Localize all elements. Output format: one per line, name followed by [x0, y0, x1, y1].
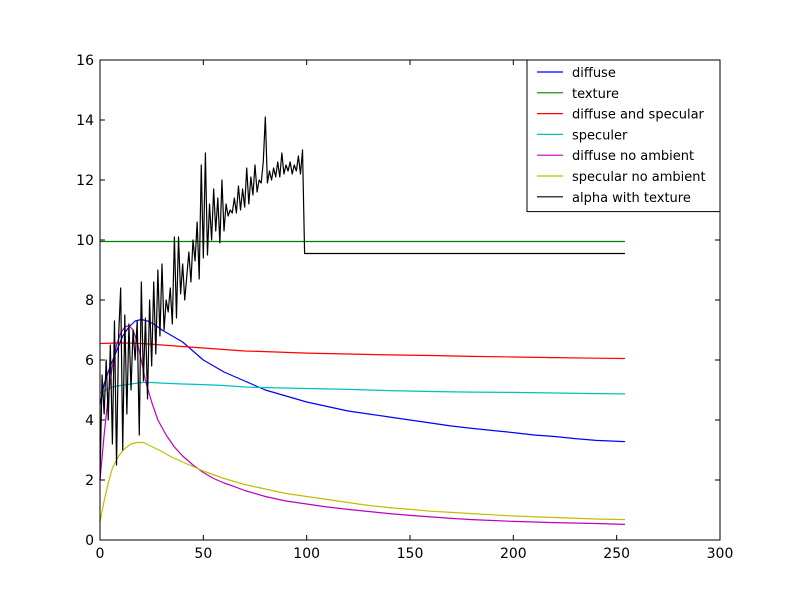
y-tick-label: 0: [85, 533, 94, 549]
legend-label: alpha with texture: [572, 191, 691, 206]
y-tick-label: 12: [76, 173, 94, 189]
x-tick-label: 150: [397, 546, 424, 562]
series-line-diffuse-no-ambient: [99, 324, 625, 525]
y-tick-label: 16: [76, 53, 94, 69]
legend: diffuse texture diffuse and specular specul…: [526, 59, 721, 213]
series-line-diffuse: [99, 318, 625, 443]
x-tick-label: 250: [603, 546, 630, 562]
y-tick-label: 10: [76, 233, 94, 249]
x-tick-label: 300: [707, 546, 734, 562]
series-line-specular-no-ambient: [99, 441, 625, 523]
y-tick-label: 2: [85, 473, 94, 489]
x-tick-label: 100: [293, 546, 320, 562]
y-tick-label: 14: [76, 113, 94, 129]
x-tick-label: 0: [96, 546, 105, 562]
y-tick-label: 6: [85, 353, 94, 369]
legend-label: texture: [572, 87, 619, 102]
legend-label: diffuse: [572, 66, 616, 81]
series-line-speculer: [99, 381, 625, 395]
legend-label: speculer: [572, 128, 628, 143]
series-lines: [99, 116, 625, 525]
x-tick-label: 50: [194, 546, 212, 562]
legend-label: specular no ambient: [572, 170, 706, 185]
axis-ticks: 0 50 100 150 200 250 300 0 2 4 6 8 10 12 14 16: [76, 53, 733, 562]
y-tick-label: 4: [85, 413, 94, 429]
legend-box: [526, 59, 721, 213]
series-line-diffuse-and-specular: [99, 342, 625, 360]
legend-label: diffuse and specular: [572, 108, 705, 123]
x-tick-label: 200: [500, 546, 527, 562]
y-tick-label: 8: [85, 293, 94, 309]
legend-label: diffuse no ambient: [572, 149, 694, 164]
series-line-alpha-with-texture: [99, 116, 625, 481]
